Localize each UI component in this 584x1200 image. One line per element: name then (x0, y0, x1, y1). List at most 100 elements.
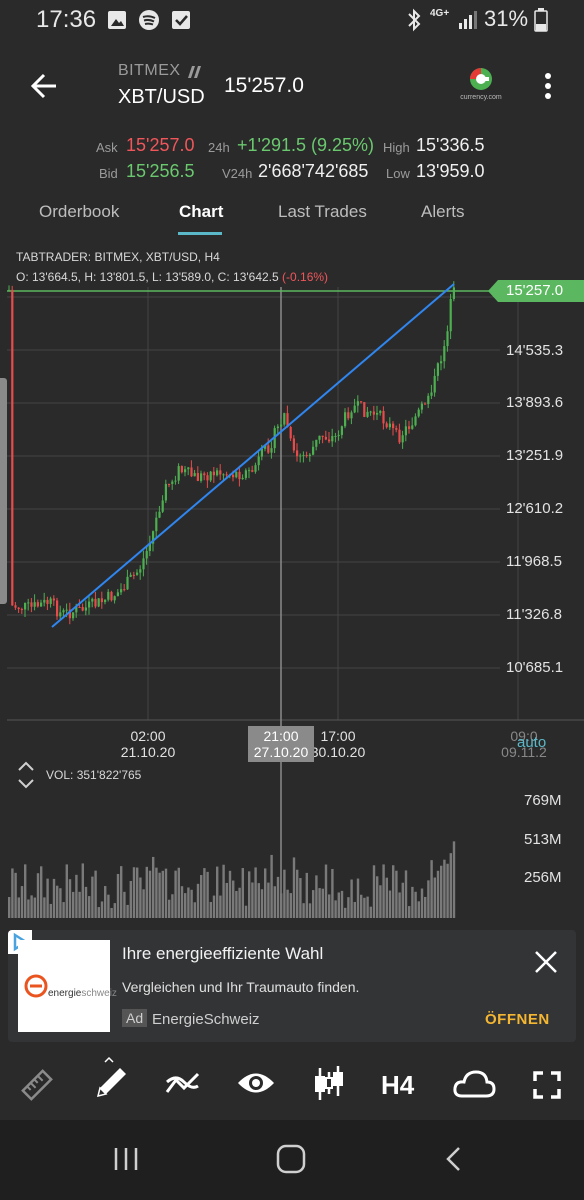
ad-open-button[interactable]: ÖFFNEN (485, 1011, 550, 1028)
candle-body (350, 412, 353, 419)
candle-body (177, 466, 180, 481)
ad-text: Vergleichen und Ihr Traumauto finden. (122, 979, 360, 995)
candle-body (340, 426, 343, 435)
volume-bar (363, 897, 366, 918)
visibility-button[interactable] (236, 1068, 276, 1103)
price-chart[interactable]: TABTRADER: BITMEX, XBT/USD, H4 O: 13'664… (0, 242, 584, 922)
collapse-volume-button[interactable] (16, 758, 36, 797)
battery-percent: 31% (484, 6, 529, 31)
candle-body (196, 473, 199, 481)
ad-logo-text-1: energie (48, 988, 82, 999)
candle-body (449, 299, 452, 332)
volume-bar (366, 896, 369, 918)
currency-com-logo[interactable]: currency.com (456, 66, 506, 108)
candle-body (11, 289, 14, 606)
ad-close-button[interactable] (530, 946, 562, 978)
bluetooth-icon (404, 8, 424, 37)
candle-body (235, 471, 238, 478)
ad-title[interactable]: Ihre energieeffiziente Wahl (122, 944, 324, 963)
chart-canvas[interactable] (0, 242, 584, 922)
ruler-button[interactable] (20, 1068, 54, 1107)
auto-scale-toggle[interactable]: auto (517, 734, 547, 751)
tab-chart[interactable]: Chart (179, 202, 224, 221)
candle-body (443, 346, 446, 362)
exchange-logo-icon (186, 64, 202, 85)
candle-body (36, 602, 39, 607)
candle-body (440, 361, 443, 364)
candle-body (392, 423, 395, 429)
volume-bar (427, 880, 430, 918)
x-tick-time: 17:00 (320, 728, 356, 744)
more-menu-button[interactable] (536, 70, 560, 102)
tab-alerts[interactable]: Alerts (421, 202, 465, 221)
candle-body (132, 574, 135, 576)
volume-bar (203, 868, 206, 918)
candle-body (222, 474, 225, 476)
back-button[interactable] (26, 68, 64, 104)
indicators-button[interactable] (164, 1068, 202, 1105)
current-price-tag: 15'257.0 (488, 280, 584, 302)
back-nav-button[interactable] (440, 1144, 468, 1179)
y-tick: 13'251.9 (506, 447, 564, 464)
fullscreen-button[interactable] (532, 1070, 562, 1105)
volume-bar (24, 864, 27, 918)
candle-body (225, 474, 228, 476)
volume-bar (190, 889, 193, 918)
candle-body (62, 610, 65, 613)
candle-body (376, 413, 379, 415)
vol-tick: 769M (524, 792, 562, 809)
ad-banner[interactable]: energieschweiz Ihre energieeffiziente Wa… (8, 930, 576, 1042)
candle-body (353, 405, 356, 413)
tab-orderbook[interactable]: Orderbook (39, 202, 120, 221)
candle-body (344, 412, 347, 427)
active-tab-indicator (178, 232, 222, 235)
chart-type-button[interactable] (312, 1064, 346, 1109)
volume-bar (123, 891, 126, 918)
candle-body (283, 413, 286, 425)
home-button[interactable] (274, 1142, 308, 1181)
crosshair-time: 21:00 (263, 728, 299, 744)
candle-body (363, 402, 366, 417)
volume-bar (206, 871, 209, 918)
volume-bar (209, 901, 212, 918)
x-tick-date: 30.10.20 (310, 744, 366, 760)
volume-bar (344, 907, 347, 918)
cloud-sync-button[interactable] (452, 1068, 496, 1105)
status-time: 17:36 (36, 6, 97, 33)
pair-symbol[interactable]: XBT/USD (118, 86, 205, 108)
recent-apps-button[interactable] (110, 1144, 142, 1179)
candle-body (212, 471, 215, 476)
volume-legend: VOL: 351'822'765 (46, 768, 141, 782)
volume-bar (452, 841, 456, 918)
candle-body (52, 598, 55, 601)
ad-logo[interactable]: energieschweiz (18, 940, 117, 1032)
vol-tick: 256M (524, 869, 562, 886)
drawing-tools-button[interactable] (92, 1056, 132, 1107)
candle-body (302, 455, 305, 457)
candle-body (433, 375, 436, 393)
interval-button[interactable]: H4 (381, 1070, 415, 1100)
volume-bar (132, 867, 136, 918)
tab-last-trades[interactable]: Last Trades (278, 202, 367, 221)
volume-bar (164, 868, 168, 918)
candle-body (244, 470, 247, 478)
volume-bar (305, 872, 308, 918)
volume-bar (120, 866, 123, 918)
candle-body (321, 435, 324, 437)
volume-bar (228, 870, 232, 918)
ohlc-values: O: 13'664.5, H: 13'801.5, L: 13'589.0, C… (16, 270, 328, 284)
volume-bar (59, 888, 62, 918)
volume-bar (436, 870, 440, 918)
candle-body (46, 599, 49, 604)
candlestick-icon (315, 1066, 343, 1100)
price-tag-value: 15'257.0 (506, 282, 564, 299)
volume-label: V24h (222, 166, 253, 181)
side-drawer-handle[interactable] (0, 378, 7, 604)
volume-bar (100, 901, 104, 918)
candle-body (68, 609, 71, 619)
candle-body (81, 607, 84, 611)
candle-body (180, 466, 183, 473)
volume-legend-value: 351'822'765 (76, 768, 142, 782)
volume-bar (280, 893, 283, 918)
ohlc-change: (-0.16%) (282, 270, 329, 284)
